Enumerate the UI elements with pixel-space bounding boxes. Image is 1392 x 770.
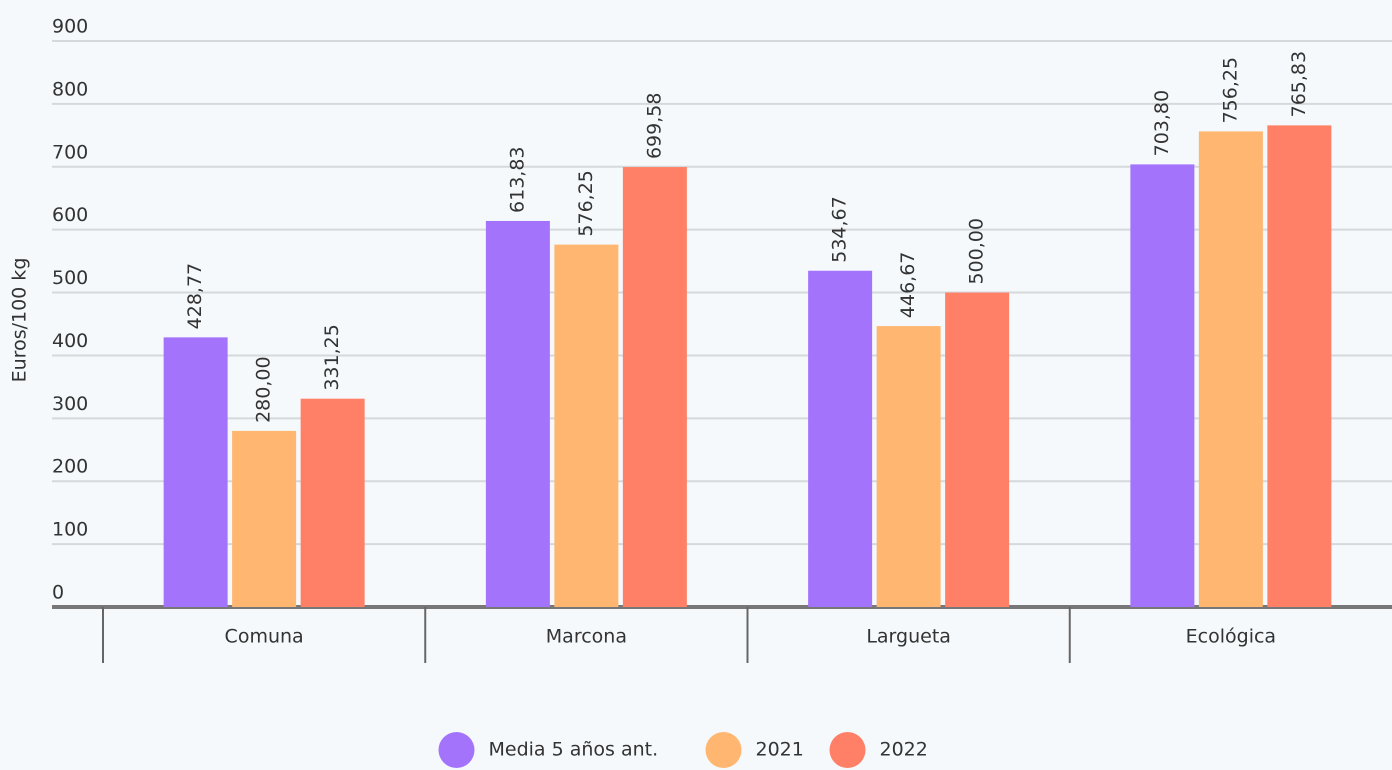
y-tick-label: 800 xyxy=(52,78,88,100)
bar xyxy=(232,430,297,607)
y-tick-label: 200 xyxy=(52,456,88,478)
x-tick-label: Marcona xyxy=(546,626,627,648)
y-tick-label: 700 xyxy=(52,141,88,163)
y-tick-label: 500 xyxy=(52,267,88,289)
value-label: 576,25 xyxy=(575,170,597,236)
y-tick-label: 100 xyxy=(52,519,88,541)
value-label: 428,77 xyxy=(184,263,206,329)
y-tick-label: 300 xyxy=(52,393,88,415)
value-label: 756,25 xyxy=(1219,57,1241,123)
legend-swatch xyxy=(829,732,866,768)
y-tick-label: 400 xyxy=(52,330,88,352)
legend-label: Media 5 años ant. xyxy=(489,739,659,761)
legend-label: 2022 xyxy=(880,739,928,761)
legend-label: 2021 xyxy=(756,739,804,761)
bar xyxy=(808,270,873,607)
value-label: 699,58 xyxy=(643,93,665,159)
value-label: 534,67 xyxy=(829,196,851,262)
bar xyxy=(876,326,941,607)
x-tick-label: Ecológica xyxy=(1186,626,1276,648)
value-label: 613,83 xyxy=(506,146,528,212)
y-axis-label: Euros/100 kg xyxy=(9,258,31,383)
bar xyxy=(1198,131,1263,607)
y-tick-label: 600 xyxy=(52,204,88,226)
value-label: 280,00 xyxy=(253,356,275,422)
value-label: 446,67 xyxy=(897,252,919,318)
legend-swatch xyxy=(705,732,742,768)
bar xyxy=(554,244,619,607)
value-label: 500,00 xyxy=(966,218,988,284)
value-label: 703,80 xyxy=(1151,90,1173,156)
y-tick-label: 900 xyxy=(52,16,88,38)
y-tick-label: 0 xyxy=(52,582,64,604)
legend-swatch xyxy=(438,732,475,768)
bar xyxy=(945,292,1010,607)
bar xyxy=(163,337,228,607)
x-tick-label: Largueta xyxy=(866,626,951,648)
bar xyxy=(485,220,550,608)
bar xyxy=(622,167,687,607)
bar xyxy=(300,398,365,607)
x-tick-label: Comuna xyxy=(225,626,304,648)
value-label: 331,25 xyxy=(321,324,343,390)
bar xyxy=(1267,125,1332,607)
bar xyxy=(1130,164,1195,607)
value-label: 765,83 xyxy=(1288,51,1310,117)
